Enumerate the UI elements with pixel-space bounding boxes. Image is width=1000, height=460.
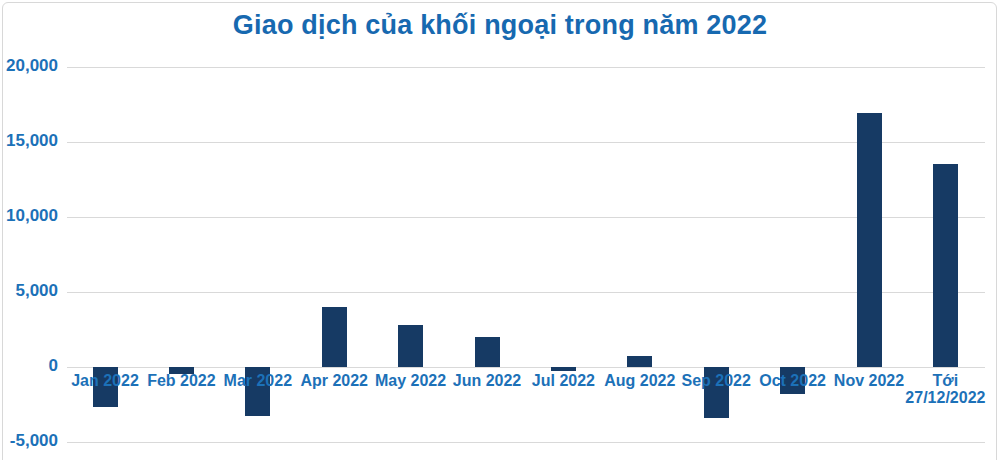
bar	[398, 325, 423, 367]
x-axis-tick-label: Tới 27/12/2022	[895, 372, 995, 406]
y-axis-tick-label: 0	[0, 356, 58, 376]
y-axis-tick-label: 20,000	[0, 56, 58, 76]
y-axis-tick-label: -5,000	[0, 431, 58, 451]
y-axis-tick-label: 5,000	[0, 281, 58, 301]
gridline	[67, 67, 985, 68]
gridline	[67, 367, 985, 368]
gridline	[67, 442, 985, 443]
gridline	[67, 292, 985, 293]
bar	[627, 356, 652, 367]
gridline	[67, 142, 985, 143]
bar	[857, 113, 882, 367]
y-axis-tick-label: 10,000	[0, 206, 58, 226]
bar	[551, 367, 576, 372]
y-axis-tick-label: 15,000	[0, 131, 58, 151]
chart-card: Giao dịch của khối ngoại trong năm 2022 …	[0, 0, 1000, 460]
gridline	[67, 217, 985, 218]
plot-area: 20,00015,00010,0005,0000-5,000Jan 2022Fe…	[0, 0, 1000, 460]
bar	[475, 337, 500, 367]
bar	[322, 307, 347, 367]
bar	[933, 164, 958, 367]
